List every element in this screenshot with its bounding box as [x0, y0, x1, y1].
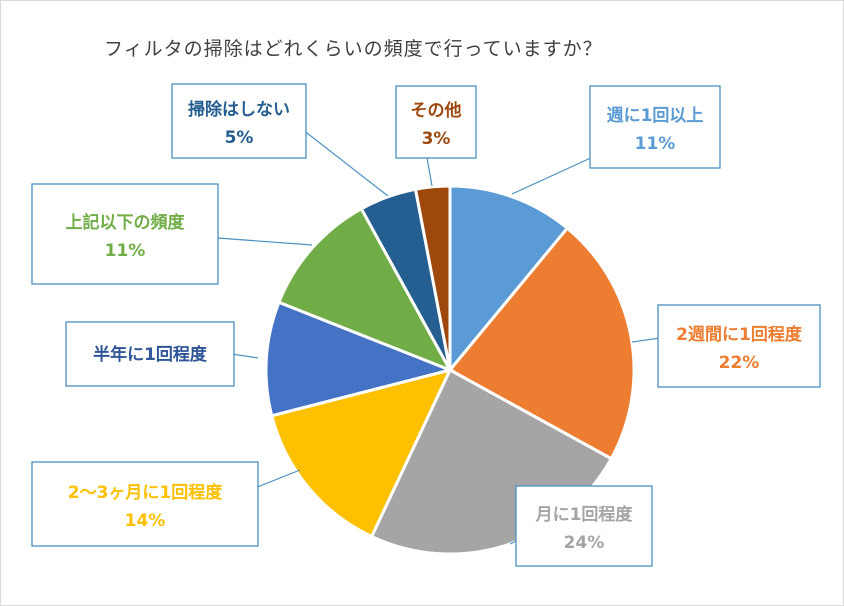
data-label-category: 半年に1回程度: [93, 344, 208, 365]
data-label-value: 24%: [564, 533, 605, 553]
pie-slice: [269, 367, 453, 539]
callout-box: [395, 85, 477, 159]
chart-title: フィルタの掃除はどれくらいの頻度で行っていますか？: [104, 38, 603, 60]
leader-line: [297, 125, 389, 197]
data-label-category: その他: [411, 100, 462, 121]
data-label-category: 月に1回程度: [535, 504, 634, 525]
data-label-value: 14%: [125, 511, 166, 531]
pie-slice: [413, 184, 452, 371]
callout-box: [31, 183, 219, 285]
callout-box: [31, 461, 259, 547]
callout-box: [589, 85, 721, 169]
pie-slice: [264, 300, 455, 418]
data-label-category: 2～3ヶ月に1回程度: [68, 482, 223, 503]
pie-slice: [447, 226, 636, 461]
leader-line: [217, 237, 313, 246]
data-label-value: 11%: [105, 241, 146, 261]
pie-slice: [448, 184, 570, 375]
pie-slice: [276, 206, 454, 373]
leader-line: [231, 353, 259, 359]
data-label-category: 掃除はしない: [188, 99, 290, 120]
data-label-category: 週に1回以上: [607, 106, 704, 126]
data-label-value: 3%: [422, 129, 451, 149]
data-label-value: 11%: [635, 134, 676, 154]
callout-box: [171, 83, 307, 159]
data-label-value: 5%: [225, 128, 254, 148]
leader-line: [631, 337, 661, 343]
callout-box: [657, 304, 821, 388]
callouts: 週に1回以上 11% 2週間に1回程度 22% 月に1回程度 24% 2～3ヶ月に1回程度 1…: [31, 83, 821, 567]
data-label-value: 22%: [719, 353, 760, 373]
callout-box: [65, 321, 235, 387]
data-label-category: 上記以下の頻度: [66, 212, 186, 233]
callout-box: [515, 485, 653, 567]
pie-slices: [264, 184, 636, 556]
data-label-category: 2週間に1回程度: [676, 324, 803, 345]
